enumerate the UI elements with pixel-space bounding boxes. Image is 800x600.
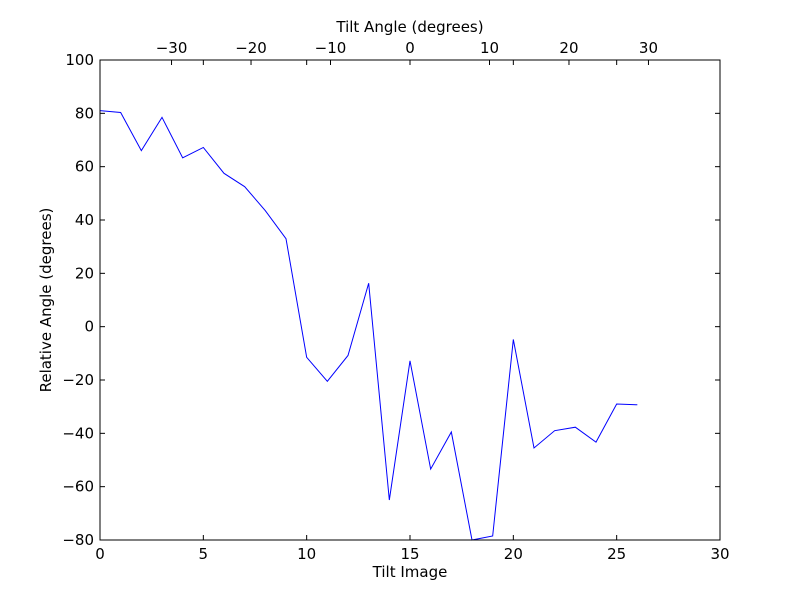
x-tick-label: 5 (199, 545, 209, 563)
x2-tick-label: −30 (156, 39, 188, 57)
y-tick-label: 60 (75, 158, 94, 176)
y-tick-label: −60 (62, 478, 94, 496)
y-axis-title: Relative Angle (degrees) (37, 208, 55, 393)
x-tick-label: 25 (607, 545, 626, 563)
x2-tick-label: 0 (405, 39, 415, 57)
x2-tick-label: 20 (559, 39, 578, 57)
y-tick-label: 100 (65, 51, 94, 69)
x-tick-label: 10 (297, 545, 316, 563)
x2-tick-label: −10 (315, 39, 347, 57)
y-tick-label: 20 (75, 264, 94, 282)
x-tick-label: 30 (710, 545, 729, 563)
x2-tick-label: 30 (639, 39, 658, 57)
ticks: 0 5 10 15 20 25 30−80−60−40−20020406080100−30−… (62, 39, 729, 563)
y-tick-label: −80 (62, 531, 94, 549)
x-tick-label: 0 (95, 545, 105, 563)
plot-area (99, 110, 638, 541)
y-tick-label: 40 (75, 211, 94, 229)
x2-axis-title: Tilt Angle (degrees) (335, 18, 483, 36)
x-tick-label: 15 (400, 545, 419, 563)
x2-tick-label: −20 (235, 39, 267, 57)
series-line (99, 110, 638, 541)
y-tick-label: 80 (75, 104, 94, 122)
x2-tick-label: 10 (480, 39, 499, 57)
x-tick-label: 20 (504, 545, 523, 563)
plot-frame (99, 59, 721, 541)
y-tick-label: 0 (84, 318, 94, 336)
y-tick-label: −40 (62, 424, 94, 442)
y-tick-label: −20 (62, 371, 94, 389)
x-axis-title: Tilt Image (372, 563, 448, 581)
